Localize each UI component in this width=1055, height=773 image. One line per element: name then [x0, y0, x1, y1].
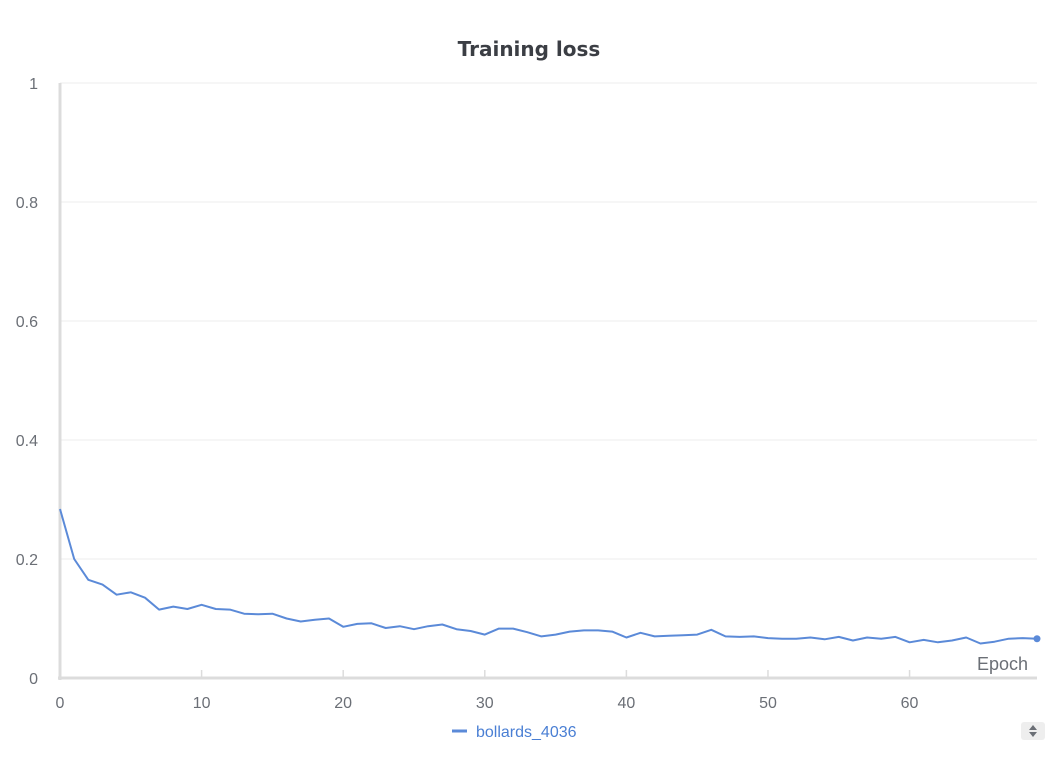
grid-lines	[60, 82, 1037, 560]
x-tick-label: 40	[617, 695, 635, 712]
series-endpoint[interactable]	[1033, 635, 1041, 643]
scroll-control[interactable]	[1021, 722, 1045, 740]
legend[interactable]: bollards_4036	[452, 724, 577, 741]
y-tick-label: 0.4	[16, 433, 38, 450]
tick-labels: 00.20.40.60.810 10 20 30 40 50 60	[16, 76, 919, 712]
x-tick-label: 10	[193, 695, 211, 712]
x-tick-label: 50	[759, 695, 777, 712]
x-tick-label: 0	[56, 695, 65, 712]
y-tick-label: 0.6	[16, 314, 38, 331]
y-tick-label: 0.8	[16, 195, 38, 212]
series-line-bollards_4036	[59, 508, 1038, 645]
chart-title: Training loss	[458, 37, 601, 61]
x-tick-label: 60	[901, 695, 919, 712]
legend-label: bollards_4036	[476, 724, 577, 741]
y-tick-label: 1	[29, 76, 38, 93]
x-axis-label: Epoch	[977, 654, 1028, 674]
up-down-arrows-icon	[1029, 725, 1037, 737]
y-tick-label: 0	[29, 671, 38, 688]
x-tick-label: 30	[476, 695, 494, 712]
x-tick-label: 20	[334, 695, 352, 712]
axes	[58, 83, 1037, 680]
series-layer	[59, 508, 1041, 645]
y-tick-label: 0.2	[16, 552, 38, 569]
